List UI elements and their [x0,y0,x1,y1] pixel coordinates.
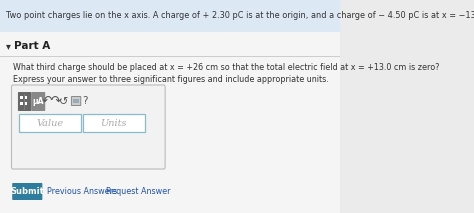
Bar [18,114,81,132]
Text: Submit: Submit [10,187,44,196]
Text: Request Answer: Request Answer [106,187,171,196]
Bar [73,98,79,102]
Bar [25,95,27,99]
Text: ↶: ↶ [41,95,52,108]
Text: Value: Value [36,118,64,128]
Bar [25,102,27,105]
Text: What third charge should be placed at x = +26 cm so that the total electric fiel: What third charge should be placed at x … [13,63,439,72]
Text: μA: μA [33,97,44,106]
Bar [20,95,23,99]
FancyBboxPatch shape [32,92,45,111]
FancyBboxPatch shape [72,96,81,105]
Text: Part A: Part A [14,41,51,51]
Text: ↷: ↷ [50,95,61,108]
Text: Two point charges lie on the x axis. A charge of + 2.30 pC is at the origin, and: Two point charges lie on the x axis. A c… [6,12,474,20]
Text: Units: Units [100,118,127,128]
Text: ▾: ▾ [6,41,10,51]
Text: Previous Answers: Previous Answers [47,187,118,196]
Text: Express your answer to three significant figures and include appropriate units.: Express your answer to three significant… [13,75,328,83]
Bar [20,102,23,105]
Text: ↺: ↺ [59,96,69,106]
Text: ?: ? [82,96,88,106]
Bar [0,0,340,32]
FancyBboxPatch shape [11,85,165,169]
Bar [0,32,340,213]
FancyBboxPatch shape [12,183,42,200]
FancyBboxPatch shape [18,92,32,111]
Bar [82,114,145,132]
